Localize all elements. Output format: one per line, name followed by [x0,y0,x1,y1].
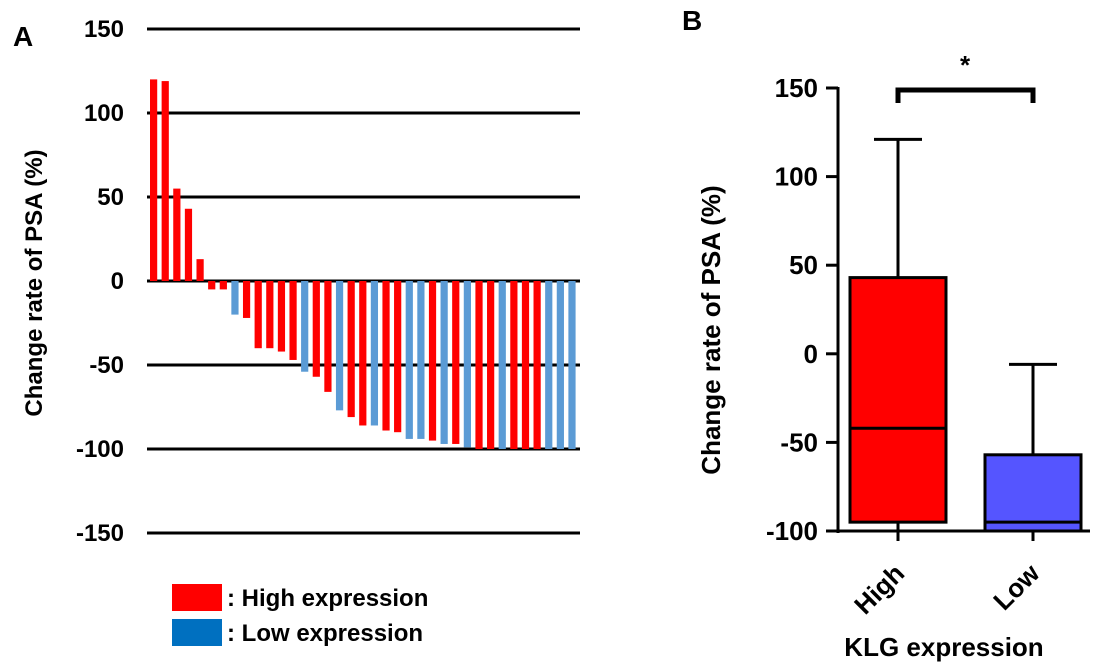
bar-high [347,281,355,418]
panel-label-a: A [13,21,33,52]
legend-label-high: : High expression [227,585,428,612]
y-tick-label: -50 [780,427,818,457]
bar-high [521,281,530,449]
bar-high [219,281,227,290]
bar-high [150,79,158,282]
y-tick-label: 150 [775,73,818,103]
bar-high [184,208,193,281]
bracket-line [895,87,1036,103]
bar-high [382,281,390,431]
bar-low [405,281,413,439]
box-low [983,362,1083,533]
bar-high [173,188,181,281]
bar-high [242,281,251,318]
bar-high [487,281,495,449]
bar-low [545,281,553,449]
bar-high [208,281,216,290]
bar-high [312,281,320,377]
bar-high [394,281,402,433]
bar-high [161,81,169,281]
y-tick-label: 50 [789,250,818,280]
bar-low [463,281,471,448]
y-axis-label: Change rate of PSA (%) [696,185,726,474]
y-tick-label: -100 [766,516,818,546]
y-tick-label: 100 [775,162,818,192]
box-iqr [983,453,1083,533]
y-tick-label: 100 [84,100,124,127]
legend-label-low: : Low expression [227,620,423,647]
bar-high [324,281,332,392]
significance-star: * [960,50,971,80]
bar-high [359,281,367,426]
bar-high [254,281,262,349]
bar-low [417,281,425,439]
panel-label-b: B [682,5,702,36]
box-plot-chart: 150 100 50 0 -50 -100 High Low * Change rate o… [696,50,1090,662]
bar-low [498,281,506,449]
y-tick-label: -50 [89,352,124,379]
bar-high [289,281,297,360]
y-tick-labels: 150 100 50 0 -50 -100 [766,73,818,546]
bar-low [568,281,576,449]
bar-low [440,281,448,444]
bar-low [335,281,344,411]
bar-high [510,281,518,449]
bar-low [556,281,564,449]
x-tick-label: Low [987,557,1046,616]
legend: : High expression : Low expression [172,584,428,647]
y-tick-label: 0 [111,268,124,295]
y-tick-labels: 150 100 50 0 -50 -100 -150 [76,16,124,547]
y-tick-label: -100 [76,436,124,463]
x-axis-label: KLG expression [844,632,1043,662]
bar-high [533,281,541,449]
y-tick-label: 50 [97,184,124,211]
bars [150,79,576,449]
legend-swatch-high [172,584,222,611]
y-tick-label: -150 [76,520,124,547]
box-high [848,137,948,533]
x-tick-label: High [848,558,910,620]
bar-high [428,281,437,441]
x-tick-labels: High Low [848,557,1046,620]
bar-high [277,281,286,352]
bar-high [196,259,204,281]
y-tick-label: 0 [804,339,818,369]
legend-swatch-low [172,619,222,646]
bar-high [266,281,274,349]
y-axis-label: Change rate of PSA (%) [21,149,48,416]
bar-low [370,281,379,426]
bar-low [301,281,309,372]
bar-low [231,281,239,315]
bar-high [452,281,460,444]
waterfall-chart: 150 100 50 0 -50 -100 -150 Change rate of PSA … [21,16,580,647]
significance-bracket: * [895,50,1036,103]
box-iqr [848,276,948,524]
boxes [848,137,1083,533]
bar-high [475,281,483,449]
y-tick-label: 150 [84,16,124,43]
